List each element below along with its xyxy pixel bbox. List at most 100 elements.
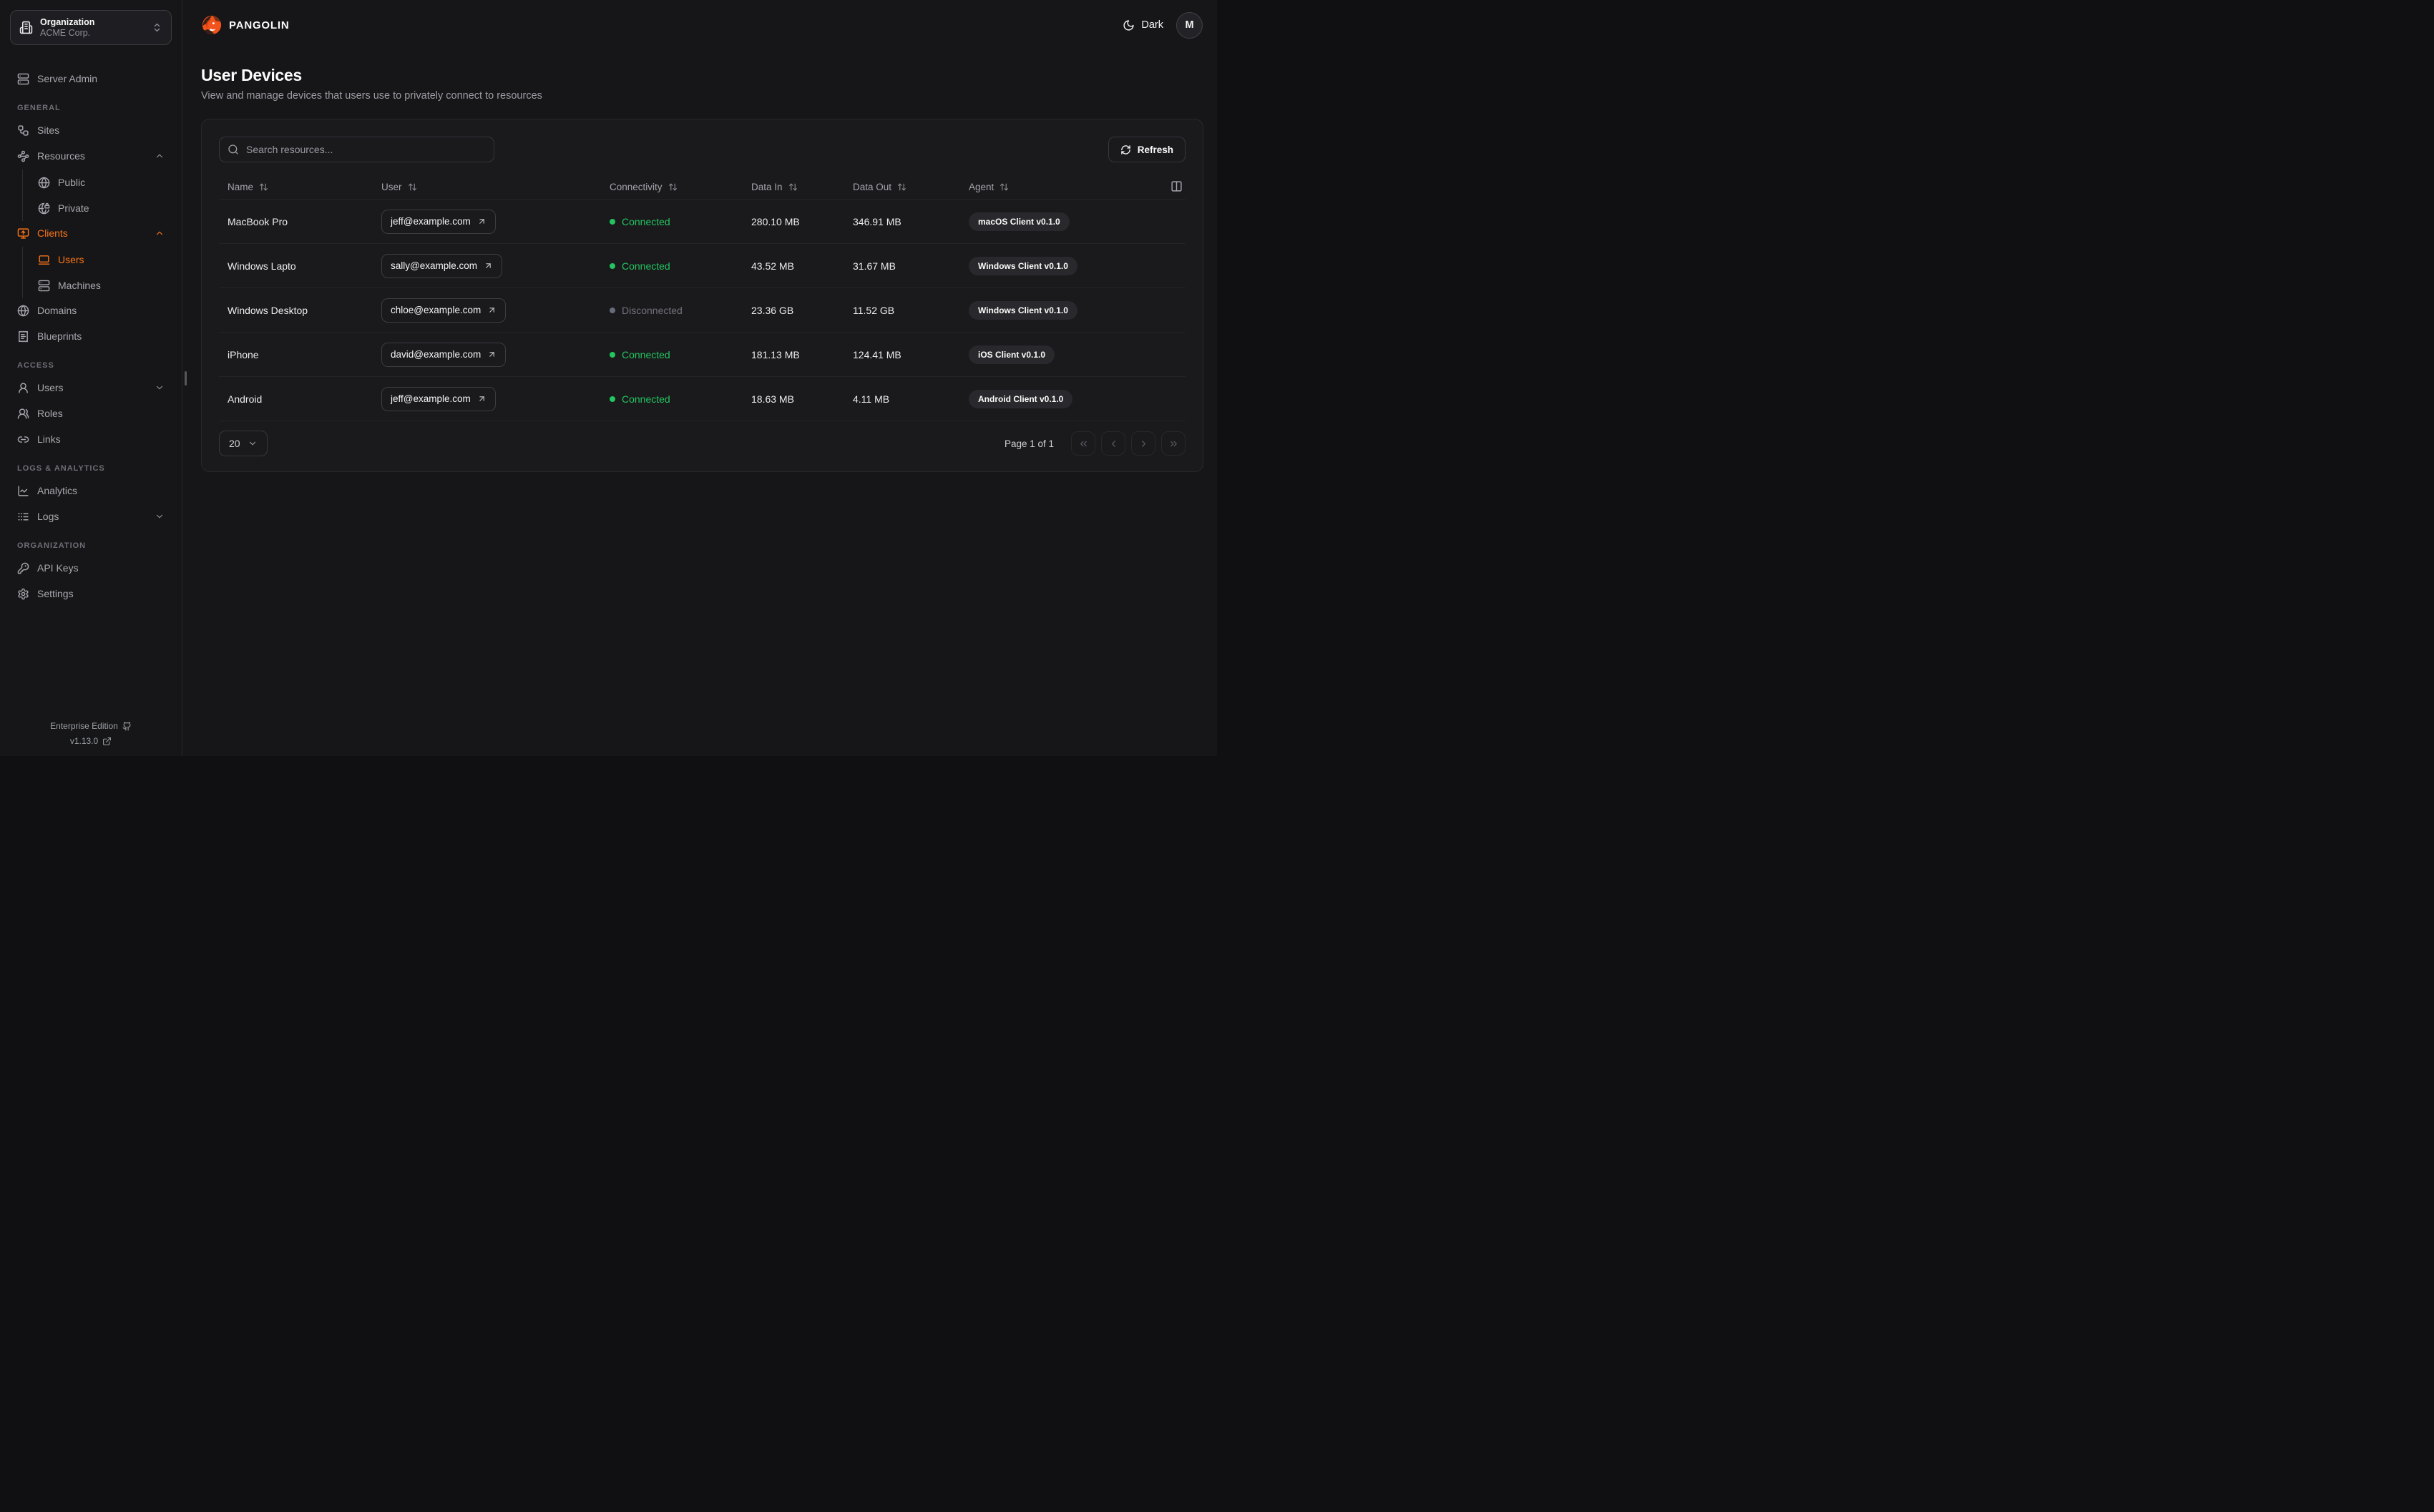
- sidebar-item-links[interactable]: Links: [10, 427, 172, 451]
- column-header-connectivity[interactable]: Connectivity: [610, 182, 751, 192]
- user-link-chip[interactable]: david@example.com: [381, 342, 507, 367]
- version-link[interactable]: v1.13.0: [70, 736, 112, 746]
- chevron-right-icon: [1138, 438, 1149, 449]
- sidebar-item-domains[interactable]: Domains: [10, 298, 172, 323]
- table-footer: 20 Page 1 of 1: [219, 431, 1186, 456]
- user-icon: [17, 382, 29, 394]
- sidebar-item-users[interactable]: Users: [10, 375, 172, 400]
- page-size-value: 20: [229, 438, 240, 449]
- connectivity-status: Disconnected: [610, 305, 751, 316]
- sidebar-item-blueprints[interactable]: Blueprints: [10, 324, 172, 348]
- table-row: Android jeff@example.com Connected 18.63 MB…: [219, 377, 1186, 421]
- sidebar-item-public[interactable]: Public: [22, 170, 172, 195]
- status-dot-icon: [610, 396, 615, 402]
- agent-cell: macOS Client v0.1.0: [969, 212, 1166, 231]
- user-email: chloe@example.com: [391, 305, 482, 315]
- sidebar-item-label: Links: [37, 433, 61, 445]
- app-window: Organization ACME Corp. Server Admin GENE…: [0, 0, 1217, 756]
- table-row: Windows Lapto sally@example.com Connected 4…: [219, 244, 1186, 288]
- data-out-value: 346.91 MB: [853, 215, 901, 227]
- sidebar-item-sites[interactable]: Sites: [10, 118, 172, 142]
- sidebar-item-roles[interactable]: Roles: [10, 401, 172, 426]
- main-content: PANGOLIN Dark M User Devices View and ma…: [183, 0, 1217, 756]
- sidebar-item-machines[interactable]: Machines: [22, 273, 172, 298]
- sort-icon: [668, 182, 678, 192]
- sidebar-item-users[interactable]: Users: [22, 247, 172, 273]
- column-header-label: Name: [228, 181, 254, 192]
- connectivity-status: Connected: [610, 260, 751, 272]
- sidebar-item-logs[interactable]: Logs: [10, 504, 172, 529]
- connectivity-label: Connected: [622, 348, 670, 360]
- sidebar-item-label: Settings: [37, 588, 74, 599]
- agent-badge: Windows Client v0.1.0: [969, 300, 1077, 320]
- connectivity-label: Connected: [622, 260, 670, 272]
- sort-icon: [788, 182, 798, 192]
- search-box: [219, 137, 494, 162]
- sidebar-item-analytics[interactable]: Analytics: [10, 478, 172, 503]
- refresh-button[interactable]: Refresh: [1108, 137, 1186, 162]
- column-header-user[interactable]: User: [381, 182, 610, 192]
- column-header-label: Agent: [969, 181, 994, 192]
- page-subtitle: View and manage devices that users use t…: [201, 90, 542, 102]
- chevron-up-icon: [155, 151, 165, 161]
- arrow-up-right-icon: [484, 261, 493, 270]
- status-dot-icon: [610, 351, 615, 358]
- data-out-value: 124.41 MB: [853, 348, 901, 360]
- user-avatar[interactable]: M: [1176, 11, 1203, 39]
- sidebar-item-label: Private: [58, 202, 89, 214]
- sidebar-scrollbar-thumb[interactable]: [185, 371, 187, 386]
- chevron-down-icon: [155, 511, 165, 521]
- column-header-data-in[interactable]: Data In: [751, 182, 853, 192]
- connectivity-label: Disconnected: [622, 304, 683, 316]
- sidebar-item-label: API Keys: [37, 562, 79, 574]
- sidebar-section-general: GENERAL: [17, 104, 61, 112]
- column-header-data-out[interactable]: Data Out: [853, 182, 969, 192]
- sidebar-item-resources[interactable]: Resources: [10, 144, 172, 168]
- toggle-columns-button[interactable]: [1170, 180, 1183, 193]
- column-header-name[interactable]: Name: [219, 182, 381, 192]
- device-user-cell: jeff@example.com: [381, 209, 610, 234]
- devices-table: Name User Connectivity Data In Data Out Agent…: [219, 175, 1186, 421]
- column-header-label: Connectivity: [610, 181, 663, 192]
- sidebar-item-label: Machines: [58, 280, 101, 291]
- previous-page-button[interactable]: [1101, 431, 1125, 456]
- devices-card: Refresh Name User Connectivity Data In Data …: [201, 119, 1203, 472]
- edition-link[interactable]: Enterprise Edition: [50, 721, 132, 731]
- avatar-initial: M: [1185, 19, 1194, 31]
- user-email: sally@example.com: [391, 260, 477, 271]
- user-link-chip[interactable]: chloe@example.com: [381, 298, 507, 323]
- sidebar-item-label: Resources: [37, 150, 85, 162]
- data-out-value: 31.67 MB: [853, 260, 896, 272]
- device-name: Windows Lapto: [228, 260, 296, 272]
- agent-cell: Android Client v0.1.0: [969, 389, 1166, 408]
- last-page-button[interactable]: [1161, 431, 1186, 456]
- chevron-left-icon: [1108, 438, 1119, 449]
- device-user-cell: sally@example.com: [381, 253, 610, 278]
- brand[interactable]: PANGOLIN: [201, 14, 289, 36]
- sidebar-item-label: Logs: [37, 511, 59, 522]
- column-header-agent[interactable]: Agent: [969, 182, 1166, 192]
- data-in-value: 280.10 MB: [751, 215, 800, 227]
- github-icon: [122, 722, 132, 731]
- theme-toggle-button[interactable]: Dark: [1123, 19, 1163, 31]
- sidebar-section-access: ACCESS: [17, 361, 54, 370]
- user-link-chip[interactable]: jeff@example.com: [381, 209, 496, 234]
- search-input[interactable]: [219, 137, 494, 162]
- user-link-chip[interactable]: sally@example.com: [381, 253, 502, 278]
- chevrons-right-icon: [1168, 438, 1179, 449]
- sidebar-item-api-keys[interactable]: API Keys: [10, 556, 172, 580]
- org-selector[interactable]: Organization ACME Corp.: [10, 10, 172, 45]
- data-out-value: 4.11 MB: [853, 393, 890, 405]
- sidebar-item-server-admin[interactable]: Server Admin: [10, 67, 172, 91]
- data-in-value: 18.63 MB: [751, 393, 794, 405]
- page-size-select[interactable]: 20: [219, 431, 268, 456]
- key-icon: [17, 562, 29, 574]
- sidebar-item-private[interactable]: Private: [22, 195, 172, 221]
- first-page-button[interactable]: [1071, 431, 1095, 456]
- sidebar-item-label: Sites: [37, 124, 60, 136]
- next-page-button[interactable]: [1131, 431, 1155, 456]
- sidebar-item-settings[interactable]: Settings: [10, 581, 172, 606]
- user-link-chip[interactable]: jeff@example.com: [381, 386, 496, 411]
- sidebar-item-clients[interactable]: Clients: [10, 221, 172, 245]
- device-user-cell: jeff@example.com: [381, 386, 610, 411]
